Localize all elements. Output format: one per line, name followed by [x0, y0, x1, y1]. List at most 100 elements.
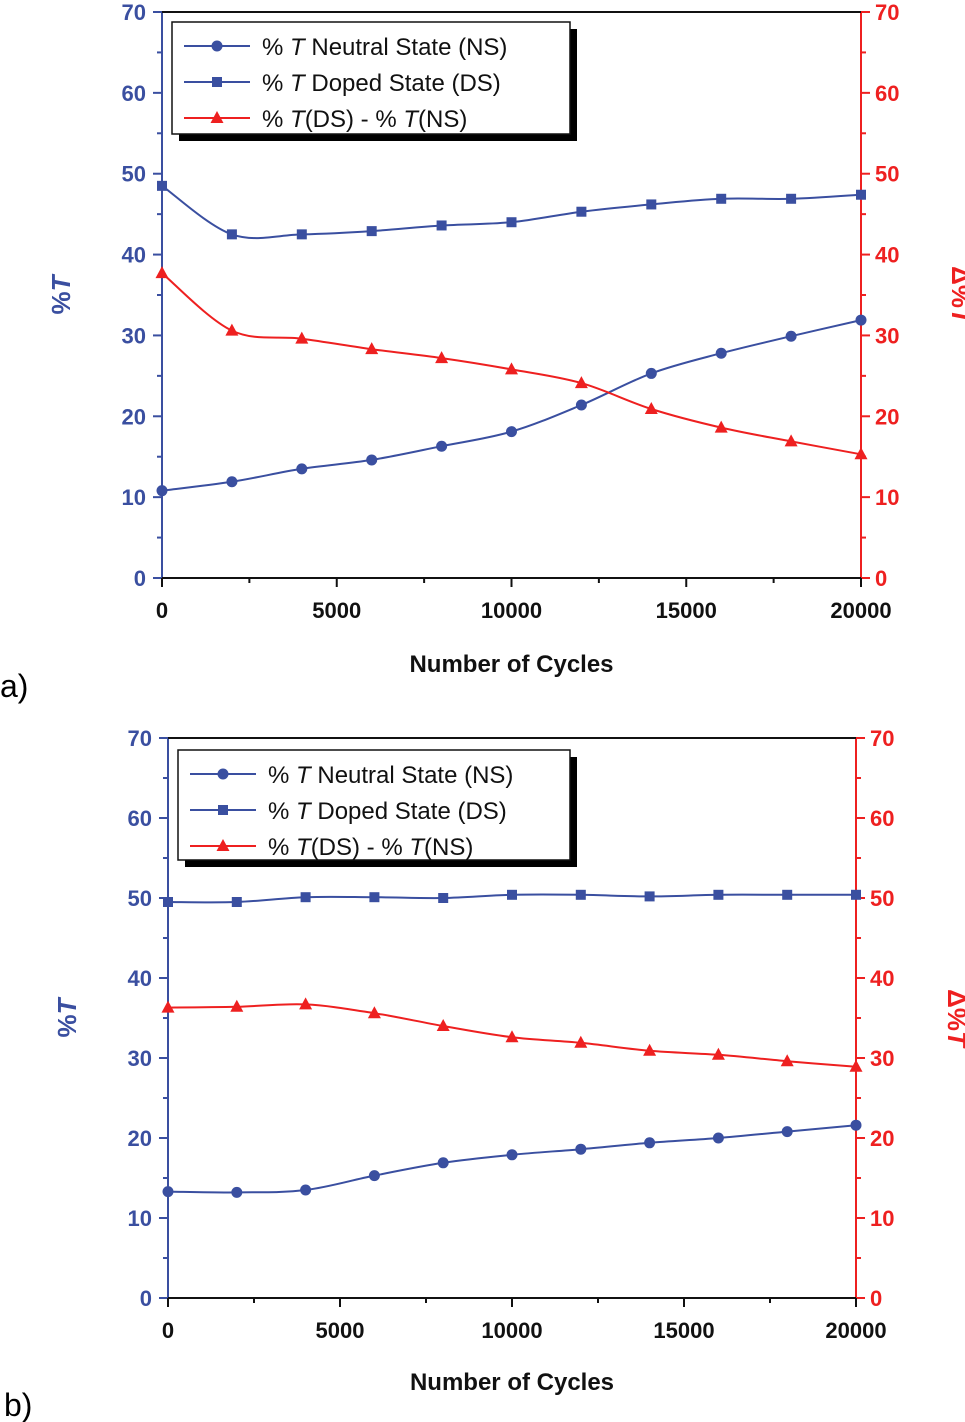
data-point — [296, 463, 308, 475]
data-point — [713, 889, 724, 900]
data-point — [576, 206, 587, 217]
x-axis-label: Number of Cycles — [410, 1369, 614, 1396]
right-tick-label: 40 — [875, 243, 899, 268]
legend-box — [177, 749, 571, 861]
data-point — [643, 1043, 657, 1056]
right-tick-label: 20 — [875, 404, 899, 429]
x-tick-label: 10000 — [481, 598, 542, 623]
legend-marker — [212, 77, 222, 87]
data-point — [714, 420, 728, 433]
left-tick-label: 30 — [122, 323, 146, 348]
left-tick-label: 20 — [122, 404, 146, 429]
legend-marker — [218, 805, 228, 815]
data-point — [781, 1126, 793, 1138]
data-point — [226, 229, 237, 240]
panel-label: a) — [0, 668, 28, 704]
data-point — [575, 1143, 587, 1155]
data-point — [505, 362, 518, 375]
data-point — [438, 893, 449, 903]
data-point — [780, 1054, 794, 1067]
legend-marker — [210, 111, 224, 123]
series-line — [161, 184, 862, 240]
data-point — [644, 402, 658, 415]
right-tick-label: 0 — [875, 566, 887, 591]
data-point — [366, 454, 378, 466]
series-circle — [156, 314, 867, 497]
data-point — [712, 1132, 724, 1144]
legend-marker — [216, 839, 230, 851]
data-point — [231, 1186, 243, 1198]
data-point — [851, 889, 861, 900]
right-tick-label: 60 — [875, 81, 899, 106]
data-point — [161, 1000, 175, 1013]
data-point — [155, 266, 169, 279]
legend-label: % T Neutral State (NS) — [262, 34, 507, 61]
data-point — [782, 889, 793, 900]
data-point — [156, 485, 168, 497]
right-tick-label: 20 — [870, 1126, 894, 1151]
data-point — [711, 1047, 725, 1060]
data-point — [300, 1184, 312, 1196]
right-tick-label: 50 — [870, 886, 894, 911]
left-axis-label: %T — [52, 996, 82, 1037]
data-point — [646, 199, 657, 210]
left-tick-label: 0 — [134, 566, 146, 591]
right-tick-label: 10 — [870, 1206, 894, 1231]
data-point — [369, 892, 380, 903]
data-point — [785, 330, 797, 342]
data-point — [575, 399, 587, 411]
x-tick-label: 5000 — [316, 1318, 365, 1343]
data-point — [157, 180, 167, 191]
data-point — [574, 376, 588, 389]
x-tick-label: 0 — [162, 1318, 174, 1343]
legend-label: % T Neutral State (NS) — [268, 762, 513, 789]
x-tick-label: 5000 — [312, 598, 361, 623]
data-point — [300, 892, 311, 903]
x-tick-label: 0 — [156, 598, 168, 623]
left-tick-label: 60 — [128, 806, 152, 831]
data-point — [506, 1149, 518, 1161]
series-triangle — [155, 266, 868, 460]
data-point — [435, 351, 449, 364]
data-point — [299, 997, 313, 1010]
legend-label: % T(DS) - % T(NS) — [262, 106, 467, 133]
data-point — [854, 447, 868, 460]
data-point — [365, 342, 379, 355]
legend-label: % T Doped State (DS) — [262, 70, 501, 97]
data-point — [715, 347, 727, 359]
data-point — [850, 1119, 862, 1131]
legend-box — [171, 21, 571, 135]
left-tick-label: 50 — [122, 162, 146, 187]
right-tick-label: 70 — [875, 0, 899, 25]
data-point — [507, 889, 517, 900]
data-point — [505, 1030, 519, 1043]
legend-marker — [217, 768, 229, 780]
x-tick-label: 10000 — [481, 1318, 542, 1343]
data-point — [644, 1137, 656, 1149]
data-point — [368, 1170, 380, 1182]
x-tick-label: 15000 — [653, 1318, 714, 1343]
data-point — [230, 999, 244, 1012]
series-triangle — [161, 997, 863, 1072]
data-point — [436, 440, 448, 452]
series-square — [157, 180, 866, 240]
data-point — [437, 1157, 449, 1169]
legend-marker — [211, 40, 223, 52]
data-point — [295, 331, 309, 344]
series-square — [163, 889, 861, 907]
data-point — [786, 193, 797, 204]
right-tick-label: 30 — [870, 1046, 894, 1071]
x-tick-label: 20000 — [830, 598, 891, 623]
data-point — [162, 1186, 174, 1198]
right-axis-label: Δ%T — [946, 266, 965, 326]
data-point — [575, 889, 586, 900]
left-tick-label: 0 — [140, 1286, 152, 1311]
data-point — [784, 434, 798, 447]
left-tick-label: 10 — [122, 485, 146, 510]
data-point — [366, 226, 377, 237]
right-axis-label: Δ%T — [942, 989, 965, 1049]
right-tick-label: 40 — [870, 966, 894, 991]
